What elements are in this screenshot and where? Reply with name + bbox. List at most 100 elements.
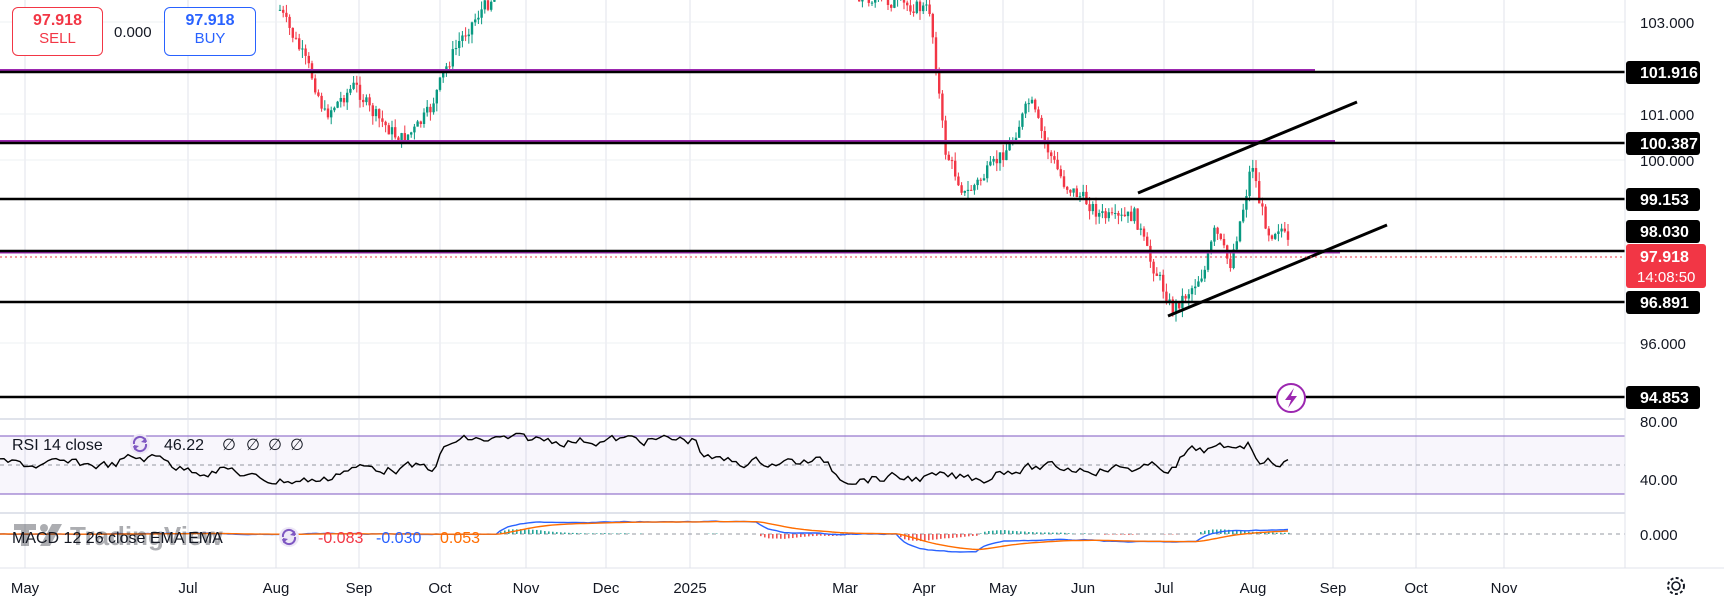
- macd-histogram-bar: [820, 534, 822, 536]
- candle-body: [1251, 168, 1254, 172]
- svg-text:98.030: 98.030: [1640, 224, 1689, 241]
- macd-pane: [0, 520, 1625, 553]
- candle-body: [352, 82, 355, 89]
- candle-body: [432, 103, 435, 113]
- macd-hist-value: -0.083: [318, 530, 363, 547]
- sell-button[interactable]: 97.918 SELL: [12, 7, 103, 56]
- macd-histogram-bar: [1008, 530, 1010, 534]
- macd-histogram-bar: [608, 533, 610, 534]
- rsi-settings-icon[interactable]: [130, 434, 150, 454]
- macd-histogram-bar: [572, 532, 574, 534]
- candle-body: [963, 190, 966, 193]
- macd-histogram-bar: [1084, 533, 1086, 534]
- candle-body: [1158, 274, 1162, 276]
- candle-body: [976, 179, 979, 186]
- buy-button[interactable]: 97.918 BUY: [164, 7, 256, 56]
- candle-body: [474, 19, 477, 23]
- candle-body: [1123, 214, 1126, 217]
- macd-histogram-bar: [500, 531, 502, 534]
- macd-histogram-bar: [1104, 534, 1106, 535]
- macd-histogram-bar: [1028, 532, 1030, 534]
- candle-body: [1146, 236, 1149, 246]
- candle-body: [294, 37, 298, 39]
- svg-text:∅: ∅: [246, 437, 260, 454]
- candle-body: [1066, 186, 1069, 190]
- candle-body: [461, 35, 464, 42]
- time-label: 2025: [673, 580, 706, 597]
- level-label-100387: 100.387: [1626, 132, 1700, 155]
- svg-text:97.918: 97.918: [1640, 249, 1689, 266]
- settings-gear-icon[interactable]: [1667, 577, 1685, 595]
- candle-body: [1254, 168, 1258, 182]
- channel-upper-trendline[interactable]: [1137, 100, 1358, 195]
- macd-histogram-bar: [1284, 532, 1286, 534]
- candle-body: [1248, 171, 1251, 197]
- candle-body: [371, 105, 374, 117]
- candle-body: [1274, 233, 1277, 239]
- candle-body: [1264, 206, 1267, 229]
- macd-signal-value: 0.053: [440, 530, 480, 547]
- candle-body: [1174, 302, 1178, 314]
- candle-body: [374, 109, 378, 117]
- candle-body: [442, 72, 445, 78]
- macd-histogram-bar: [796, 534, 798, 538]
- macd-histogram-bar: [928, 534, 930, 541]
- candle-body: [330, 110, 333, 118]
- candle-body: [346, 92, 349, 103]
- candle-body: [320, 95, 323, 109]
- candle-body: [1190, 288, 1194, 295]
- candle-body: [1203, 269, 1206, 279]
- candle-body: [301, 48, 304, 50]
- macd-histogram-bar: [972, 534, 974, 537]
- macd-histogram-bar: [768, 534, 770, 539]
- candle-body: [403, 133, 406, 142]
- candle-body: [982, 178, 986, 181]
- macd-histogram-bar: [1000, 530, 1002, 534]
- candle-body: [429, 106, 432, 113]
- macd-histogram-bar: [544, 531, 546, 534]
- current-price-badge: 97.918 14:08:50: [1626, 244, 1706, 288]
- candle-body: [870, 2, 874, 4]
- bar-countdown: 14:08:50: [1637, 269, 1695, 286]
- price-tick: 103.000: [1640, 15, 1694, 32]
- candle-body: [858, 0, 861, 2]
- price-tick: 101.000: [1640, 107, 1694, 124]
- macd-histogram-bar: [552, 531, 554, 534]
- candle-body: [365, 97, 368, 103]
- candle-body: [1171, 299, 1174, 314]
- candle-body: [928, 4, 931, 14]
- macd-settings-icon[interactable]: [279, 527, 299, 547]
- macd-histogram-bar: [564, 532, 566, 534]
- macd-value: -0.030: [376, 530, 421, 547]
- macd-histogram-bar: [1280, 532, 1282, 534]
- macd-histogram-bar: [916, 534, 918, 541]
- channel-lower-trendline[interactable]: [1167, 223, 1388, 318]
- macd-histogram-bar: [924, 534, 926, 541]
- time-axis[interactable]: May Jul Aug Sep Oct Nov Dec 2025 Mar Apr May Jun Jul…: [11, 580, 1518, 597]
- signal-line: [0, 520, 1289, 551]
- macd-histogram-bar: [952, 534, 954, 538]
- macd-histogram-bar: [920, 534, 922, 542]
- candle-body: [438, 77, 442, 90]
- time-label: Dec: [593, 580, 620, 597]
- lightning-icon[interactable]: [1276, 383, 1306, 413]
- rsi-tick: 40.00: [1640, 472, 1678, 489]
- candle-body: [387, 125, 390, 135]
- candle-body: [1034, 99, 1037, 110]
- candle-body: [1232, 249, 1235, 269]
- macd-histogram-bar: [776, 534, 778, 539]
- macd-histogram-bar: [1044, 532, 1046, 534]
- candle-body: [458, 41, 461, 48]
- candle-body: [291, 27, 294, 38]
- macd-histogram-bar: [536, 529, 538, 534]
- candle-body: [1053, 156, 1056, 160]
- time-label: Jun: [1071, 580, 1095, 597]
- candle-body: [1149, 245, 1152, 262]
- candle-body: [886, 0, 890, 5]
- price-axis[interactable]: 103.000 101.000 100.000 96.000 101.916 1…: [1624, 0, 1724, 568]
- candle-body: [1110, 212, 1114, 214]
- candle-body: [944, 120, 947, 155]
- macd-histogram-bar: [1048, 532, 1050, 534]
- time-label: Apr: [912, 580, 935, 597]
